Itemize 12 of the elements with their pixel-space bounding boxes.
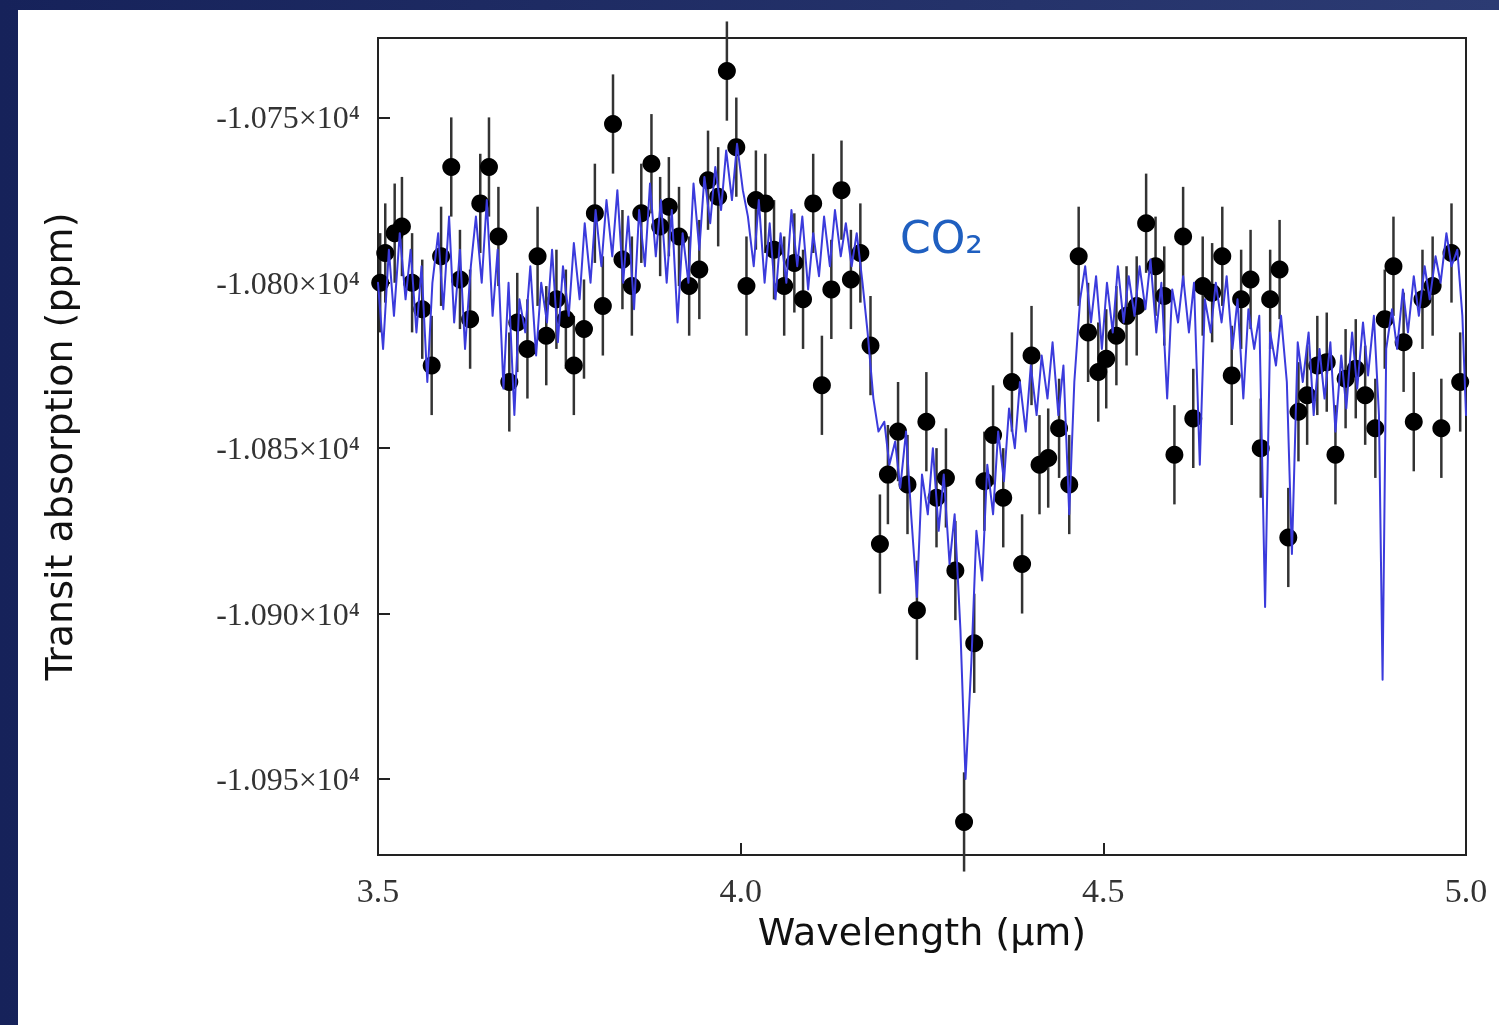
x-tick-label: 4.5 (1082, 871, 1125, 909)
y-tick-label: -1.075×10⁴ (216, 99, 360, 136)
x-tick-label: 3.5 (356, 871, 400, 909)
x-tick-label: 5.0 (1444, 871, 1488, 909)
y-tick-label: -1.095×10⁴ (216, 760, 360, 797)
x-tick-label: 4.0 (719, 871, 762, 909)
y-tick-label: -1.090×10⁴ (216, 595, 360, 632)
annotation: CO₂ (900, 211, 983, 263)
y-tick-label: -1.085×10⁴ (216, 430, 360, 467)
y-tick-label: -1.080×10⁴ (216, 264, 360, 301)
x-axis-title: Wavelength (µm) (757, 910, 1087, 954)
y-axis-title: Transit absorption (ppm) (37, 212, 81, 682)
